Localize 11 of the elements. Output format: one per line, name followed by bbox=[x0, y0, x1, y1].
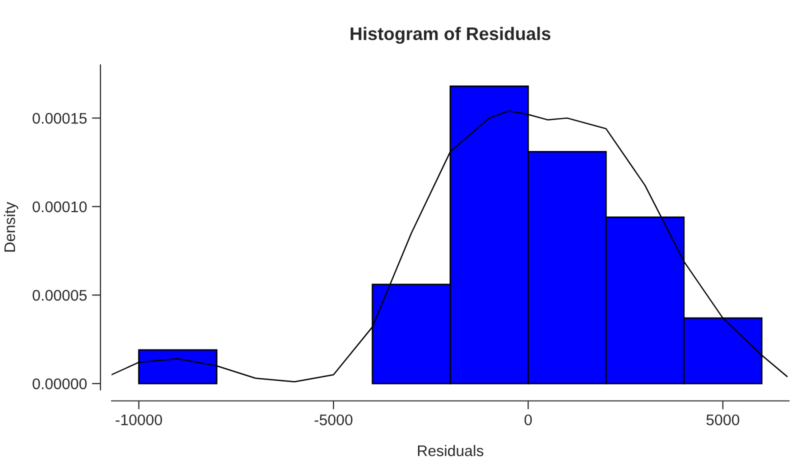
y-axis-title: Density bbox=[4, 202, 18, 252]
x-tick-label: -10000 bbox=[116, 414, 162, 426]
y-tick-label: 0.00000 bbox=[32, 378, 87, 390]
y-tick-label: 0.00005 bbox=[32, 290, 87, 301]
x-axis-title: Residuals bbox=[418, 444, 484, 456]
x-tick-label: 5000 bbox=[706, 414, 740, 426]
y-tick-label: 0.00010 bbox=[32, 201, 87, 212]
x-tick-label: -5000 bbox=[314, 414, 352, 426]
chart-title: Histogram of Residuals bbox=[350, 26, 550, 44]
x-tick-label: 0 bbox=[524, 414, 532, 426]
y-tick-label: 0.00015 bbox=[32, 112, 87, 124]
